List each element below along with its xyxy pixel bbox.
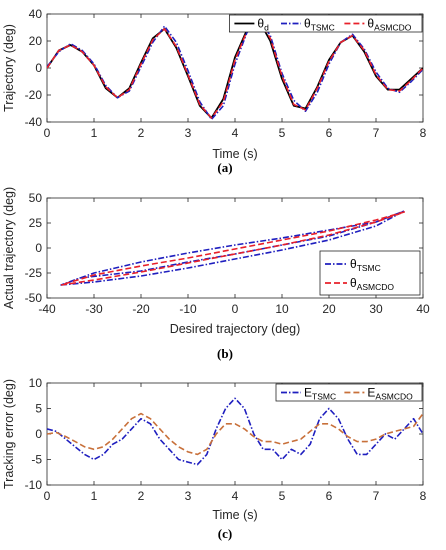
x-tick-label: 4 xyxy=(232,126,239,140)
x-tick-label: 1 xyxy=(91,489,98,503)
legend-box xyxy=(319,250,421,296)
x-tick-label: 1 xyxy=(91,126,98,140)
series-group xyxy=(47,17,423,121)
x-tick-label: 0 xyxy=(44,489,51,503)
legend-label: θASMCDO xyxy=(350,276,394,292)
y-tick-label: -25 xyxy=(25,266,43,280)
x-tick-label: 3 xyxy=(185,489,192,503)
y-tick-label: 5 xyxy=(35,402,42,416)
x-axis-label: Time (s) xyxy=(212,147,257,161)
y-tick-label: -5 xyxy=(31,453,42,467)
y-axis-label: Actual trajectory (deg) xyxy=(2,187,16,309)
x-tick-label: 3 xyxy=(185,126,192,140)
legend-label: θASMCDO xyxy=(367,17,411,33)
y-tick-label: 40 xyxy=(29,7,43,21)
series-line-1 xyxy=(60,210,406,286)
x-tick-label: 7 xyxy=(373,126,380,140)
x-tick-label: 6 xyxy=(326,489,333,503)
subfigure-caption: (c) xyxy=(218,526,232,541)
x-tick-label: 5 xyxy=(279,126,286,140)
y-axis-label: Trajectory (deg) xyxy=(2,24,16,112)
y-tick-label: 25 xyxy=(29,216,43,230)
x-tick-label: 40 xyxy=(416,302,430,316)
legend-label: EASMCDO xyxy=(367,386,413,402)
legend-box xyxy=(228,14,423,33)
x-tick-label: 20 xyxy=(322,302,336,316)
y-tick-label: 0 xyxy=(35,241,42,255)
y-tick-label: 50 xyxy=(29,191,43,205)
subfigure-caption: (a) xyxy=(217,160,232,175)
series-group xyxy=(60,210,406,286)
x-tick-label: 7 xyxy=(373,489,380,503)
x-axis-label: Desired trajectory (deg) xyxy=(170,322,301,336)
series-line-2 xyxy=(47,412,423,456)
series-line-3 xyxy=(47,18,423,119)
y-axis-label: Tracking error (deg) xyxy=(2,379,16,489)
series-line-2 xyxy=(60,211,406,286)
x-tick-label: 5 xyxy=(279,489,286,503)
x-tick-label: -10 xyxy=(179,302,197,316)
x-tick-label: 0 xyxy=(232,302,239,316)
chart-2: -40 -30 -20 -10 0 10 20 30 40 -50 -25 0 25 50 Desired … xyxy=(2,187,430,361)
series-line-1 xyxy=(47,397,423,466)
legend: ETSMC EASMCDO xyxy=(275,383,423,402)
x-tick-label: -30 xyxy=(85,302,103,316)
x-tick-label: 8 xyxy=(420,126,427,140)
y-tick-label: 10 xyxy=(29,376,43,390)
y-tick-label: 0 xyxy=(35,61,42,75)
x-tick-label: 6 xyxy=(326,126,333,140)
x-tick-label: 8 xyxy=(420,489,427,503)
x-axis-label: Time (s) xyxy=(212,508,257,522)
legend-label: θd xyxy=(257,17,269,33)
y-tick-label: 0 xyxy=(35,427,42,441)
x-tick-label: 2 xyxy=(138,489,145,503)
legend-label: ETSMC xyxy=(304,386,336,402)
x-tick-label: 2 xyxy=(138,126,145,140)
y-tick-label: -50 xyxy=(25,291,43,305)
x-tick-label: 0 xyxy=(44,126,51,140)
legend-label: θTSMC xyxy=(304,17,335,33)
x-tick-label: 4 xyxy=(232,489,239,503)
x-tick-label: 10 xyxy=(275,302,289,316)
y-tick-label: -40 xyxy=(25,115,43,129)
subfigure-caption: (b) xyxy=(217,346,233,361)
y-tick-label: 20 xyxy=(29,34,43,48)
y-tick-label: -10 xyxy=(25,478,43,492)
legend: θd θTSMC θASMCDO xyxy=(228,14,423,33)
series-group xyxy=(47,397,423,466)
legend: θTSMC θASMCDO xyxy=(319,250,421,296)
x-tick-label: 30 xyxy=(369,302,383,316)
x-tick-label: -40 xyxy=(38,302,56,316)
x-tick-label: -20 xyxy=(132,302,150,316)
legend-label: θTSMC xyxy=(350,257,381,273)
chart-1: 0 1 2 3 4 5 6 7 8 -40 -20 0 20 40 Time (s) Trajectory (… xyxy=(2,7,427,175)
y-tick-label: -20 xyxy=(25,88,43,102)
chart-3: 0 1 2 3 4 5 6 7 8 -10 -5 0 5 10 Time (s) Tracking error… xyxy=(2,376,427,541)
